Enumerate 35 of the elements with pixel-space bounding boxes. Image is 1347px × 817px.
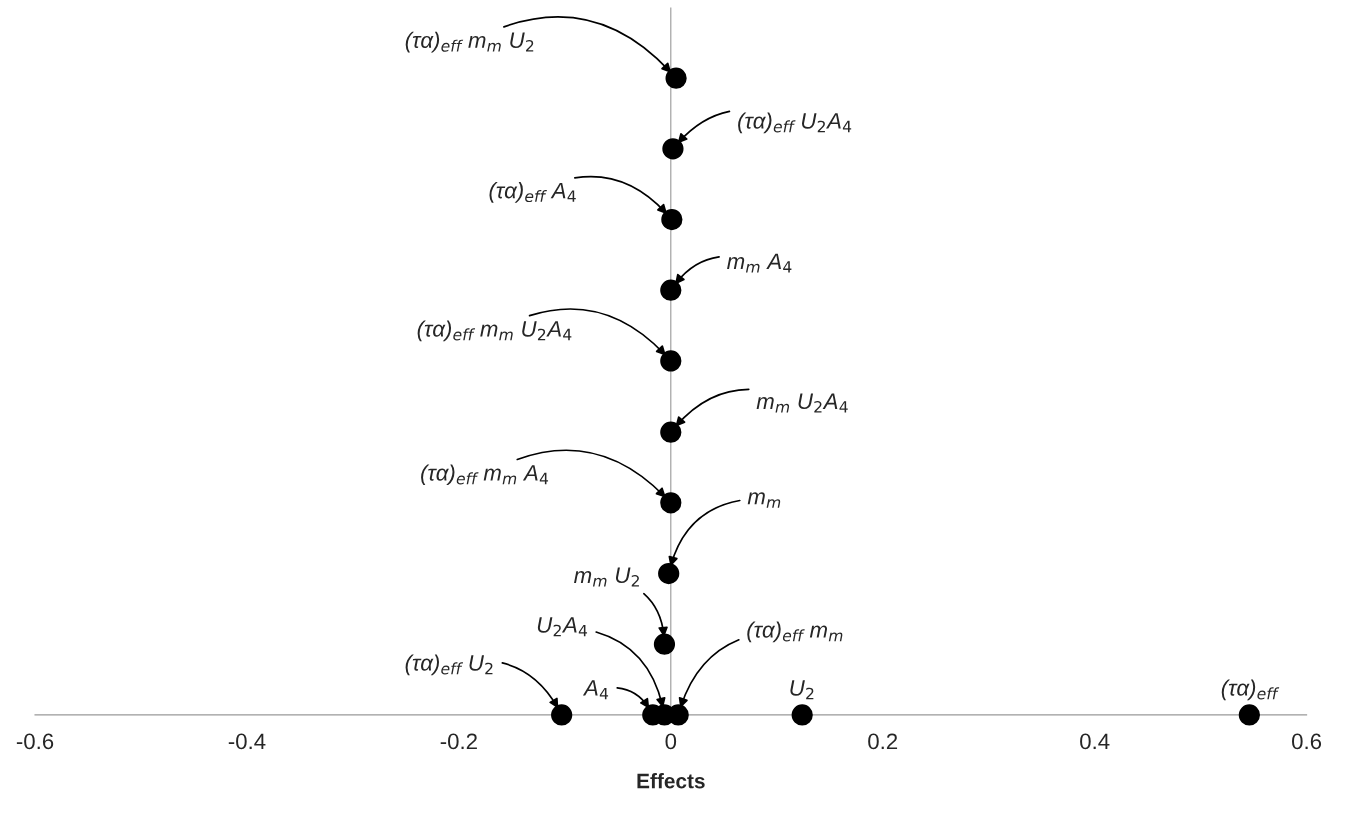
annotation: A$_{4}$ [582, 680, 609, 700]
annotation: (τα)$_{eff}$ m$_{m}$ U$_{2}$A$_{4}$ [417, 320, 572, 342]
point [1238, 704, 1260, 726]
x-tick-label: 0.6 [1292, 733, 1322, 750]
x-tick-label: 0.4 [1080, 733, 1110, 750]
annotation: (τα)$_{eff}$ U$_{2}$ [405, 654, 493, 676]
point [658, 562, 680, 585]
annotation: (τα)$_{eff}$ m$_{m}$ [747, 621, 843, 643]
point [660, 350, 682, 372]
point [660, 492, 682, 514]
annotation: (τα)$_{eff}$ U$_{2}$A$_{4}$ [738, 112, 852, 134]
point [665, 67, 687, 89]
x-axis-title: Effects [637, 773, 705, 789]
annotation: (τα)$_{eff}$ m$_{m}$ A$_{4}$ [421, 464, 549, 486]
x-tick-label: -0.4 [228, 733, 266, 750]
annotation: m$_{m}$ [747, 492, 781, 508]
point [653, 633, 676, 655]
annotation: (τα)$_{eff}$ A$_{4}$ [489, 182, 576, 203]
point [660, 421, 682, 443]
point [551, 704, 573, 726]
point [661, 208, 683, 231]
annotation: (τα)$_{eff}$ m$_{m}$ U$_{2}$ [405, 31, 534, 53]
annotation: m$_{m}$ A$_{4}$ [727, 253, 792, 273]
annotation: (τα)$_{eff}$ [1221, 679, 1280, 701]
point [660, 279, 682, 301]
annotation: U$_{2}$A$_{4}$ [537, 617, 588, 637]
point [791, 704, 813, 726]
annotation: U$_{2}$ [790, 680, 814, 700]
annotation: m$_{m}$ U$_{2}$ [574, 567, 639, 587]
x-tick-label: -0.6 [16, 733, 54, 750]
point [662, 138, 684, 160]
x-tick-label: 0.2 [868, 733, 898, 750]
x-tick-label: -0.2 [440, 733, 477, 750]
x-tick-label: 0 [665, 733, 677, 750]
annotation: m$_{m}$ U$_{2}$A$_{4}$ [756, 393, 848, 413]
